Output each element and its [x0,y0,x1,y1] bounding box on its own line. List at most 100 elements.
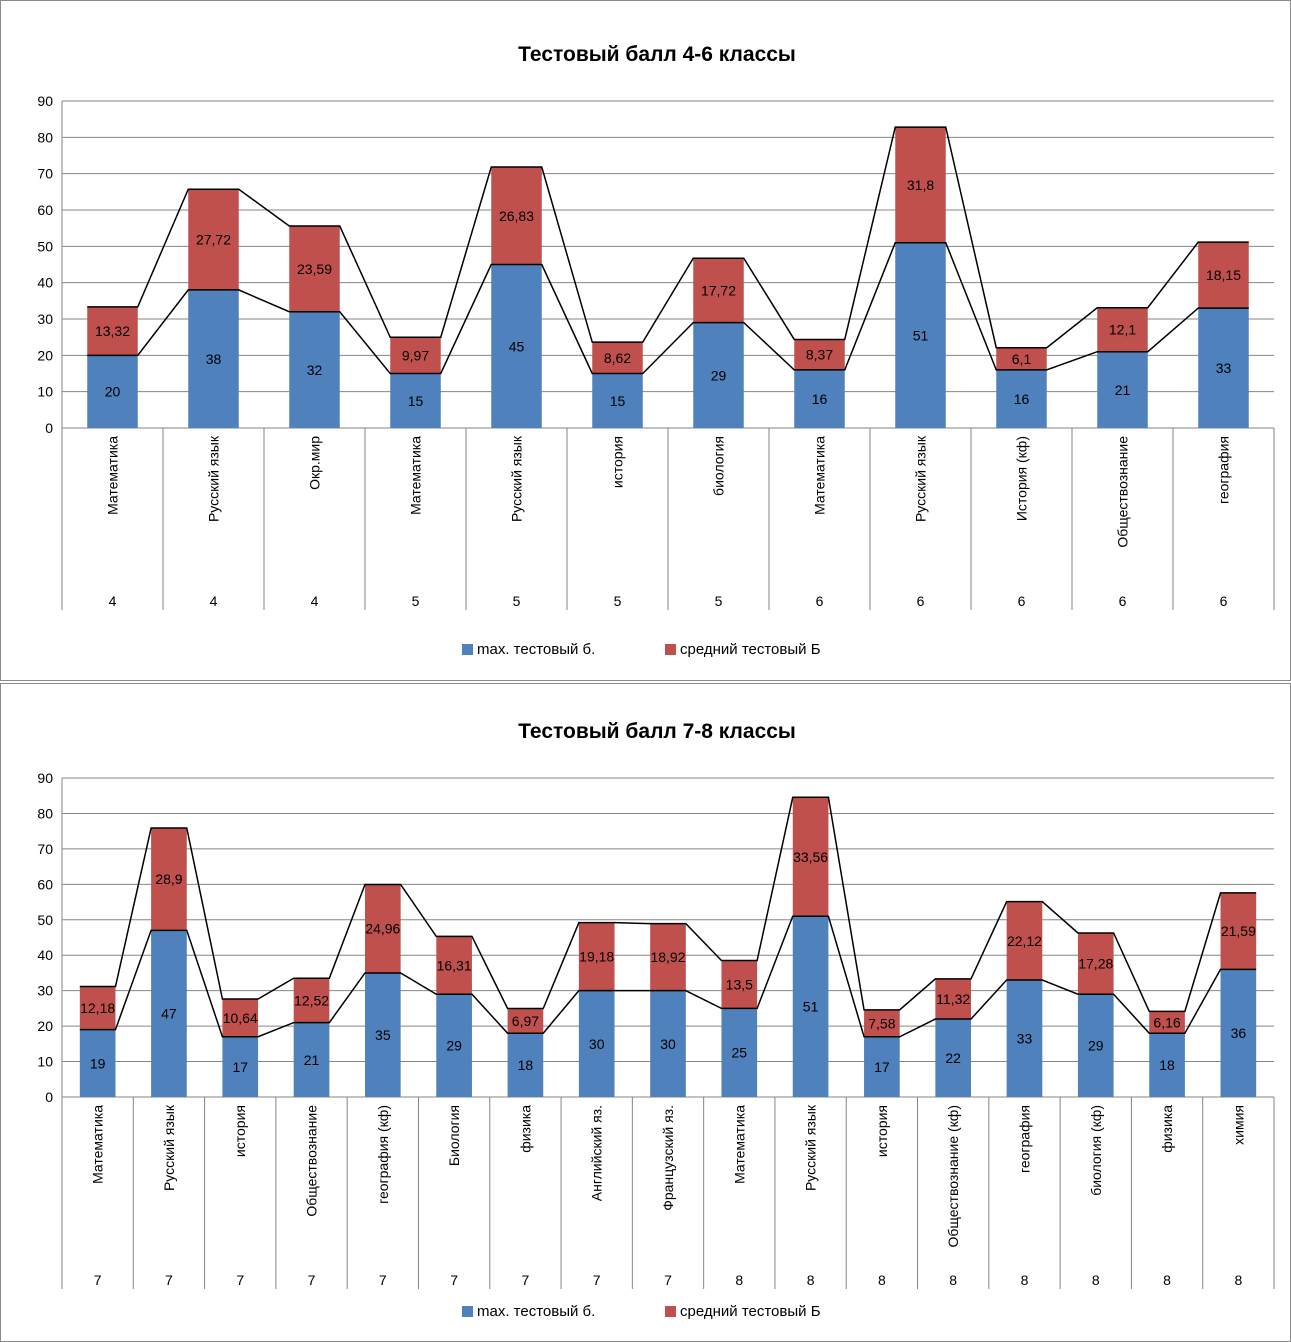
data-label-average: 6,1 [1012,351,1032,367]
x-group-label: 8 [807,1272,815,1288]
data-label-max: 18 [518,1057,534,1073]
bar-average-score [650,923,686,991]
x-category-label: история [610,436,626,488]
data-label-max: 17 [874,1059,890,1075]
data-label-max: 51 [803,999,819,1015]
data-label-average: 13,5 [726,976,753,992]
x-category-label: Математика [90,1105,106,1184]
bar-average-score [935,978,971,1020]
bar-average-score [507,1008,544,1034]
data-label-average: 19,18 [579,949,614,965]
x-group-label: 4 [109,593,117,609]
data-label-max: 35 [375,1027,391,1043]
data-label-average: 12,18 [80,1000,115,1016]
x-category-label: Русский язык [803,1104,819,1191]
x-group-label: 6 [1220,593,1228,609]
legend-swatch-max [462,644,473,655]
y-tick-label: 30 [37,983,53,999]
x-category-label: химия [1230,1105,1246,1145]
series-line-total [87,126,1249,349]
bar-max-score [693,322,744,428]
y-tick-label: 30 [37,311,53,327]
series-line-total [79,796,1257,1013]
data-label-max: 16 [1014,391,1030,407]
data-label-average: 12,52 [294,992,329,1008]
chart-svg-grades-7-8: Тестовый балл 7-8 классы 0 10 20 30 40 50 60 70… [37,720,1275,1320]
x-category-label: Математика [105,436,121,515]
x-group-label: 8 [878,1272,886,1288]
data-label-max: 15 [408,393,424,409]
legend-swatch-average [665,1306,676,1317]
bar-max-score [935,1019,971,1097]
x-group-label: 4 [210,593,218,609]
data-label-max: 20 [105,384,121,400]
x-group-label: 8 [735,1272,743,1288]
data-label-max: 51 [913,327,929,343]
bar-average-score [1220,892,1257,970]
x-group-label: 7 [165,1272,173,1288]
data-label-max: 15 [610,393,626,409]
bar-average-score [864,1009,900,1037]
bar-average-score [151,827,187,931]
bar-max-score [1077,994,1114,1097]
legend-label-max: max. тестовый б. [477,641,595,658]
bar-average-score [592,342,643,374]
y-tick-label: 40 [37,275,53,291]
data-label-max: 19 [90,1055,106,1071]
x-category-label: география [1216,436,1232,504]
y-tick-label: 90 [37,93,53,109]
x-category-label: Русский язык [913,435,929,522]
x-category-label: Обществознание (кф) [945,1105,961,1248]
bar-average-score [1097,307,1148,352]
x-category-label: география (кф) [375,1105,391,1204]
data-label-max: 47 [161,1006,177,1022]
bar-max-score [151,930,187,1097]
x-group-label: 6 [1018,593,1026,609]
bar-average-score [365,884,401,973]
x-group-label: 7 [308,1272,316,1288]
bar-max-score [188,289,239,428]
bar-max-score [365,972,401,1097]
data-label-max: 32 [307,362,323,378]
bar-average-score [188,189,239,290]
x-category-label: Обществознание [1115,436,1131,548]
x-category-label: физика [517,1105,533,1153]
y-tick-label: 90 [37,770,53,786]
x-category-label: Английский яз. [589,1105,605,1201]
x-group-label: 7 [379,1272,387,1288]
x-group-label: 7 [664,1272,672,1288]
data-label-max: 30 [660,1036,676,1052]
data-label-max: 29 [711,367,727,383]
y-tick-label: 60 [37,876,53,892]
bar-max-score [721,1008,758,1097]
x-group-label: 6 [816,593,824,609]
data-label-average: 18,92 [650,949,685,965]
bar-max-score [1220,969,1257,1097]
data-label-max: 25 [732,1045,748,1061]
y-tick-label: 50 [37,238,53,254]
y-tick-label: 60 [37,202,53,218]
y-tick-label: 0 [45,420,53,436]
data-label-max: 17 [232,1059,248,1075]
bar-max-score [222,1036,259,1097]
x-group-label: 8 [1021,1272,1029,1288]
bar-average-score [491,167,542,265]
x-category-label: Обществознание [304,1105,320,1217]
bar-max-score [1097,351,1148,428]
data-label-average: 17,72 [701,282,736,298]
x-category-label: физика [1159,1105,1175,1153]
bar-max-score [895,242,946,428]
legend-swatch-max [462,1306,473,1317]
x-category-label: Русский язык [509,435,525,522]
bar-average-score [222,999,259,1037]
y-tick-label: 0 [45,1089,53,1105]
series-line-max [79,915,1257,1038]
bar-average-score [1077,932,1114,995]
chart-svg-grades-4-6: Тестовый балл 4-6 классы 0 10 20 30 40 50 60 70… [37,43,1275,658]
x-category-label: Математика [812,436,828,515]
x-category-label: Русский язык [206,435,222,522]
bar-max-score [507,1033,544,1097]
chart-panel-grades-4-6: Тестовый балл 4-6 классы 0 10 20 30 40 50 60 70… [0,0,1291,681]
data-label-average: 21,59 [1221,923,1256,939]
data-label-max: 30 [589,1036,605,1052]
